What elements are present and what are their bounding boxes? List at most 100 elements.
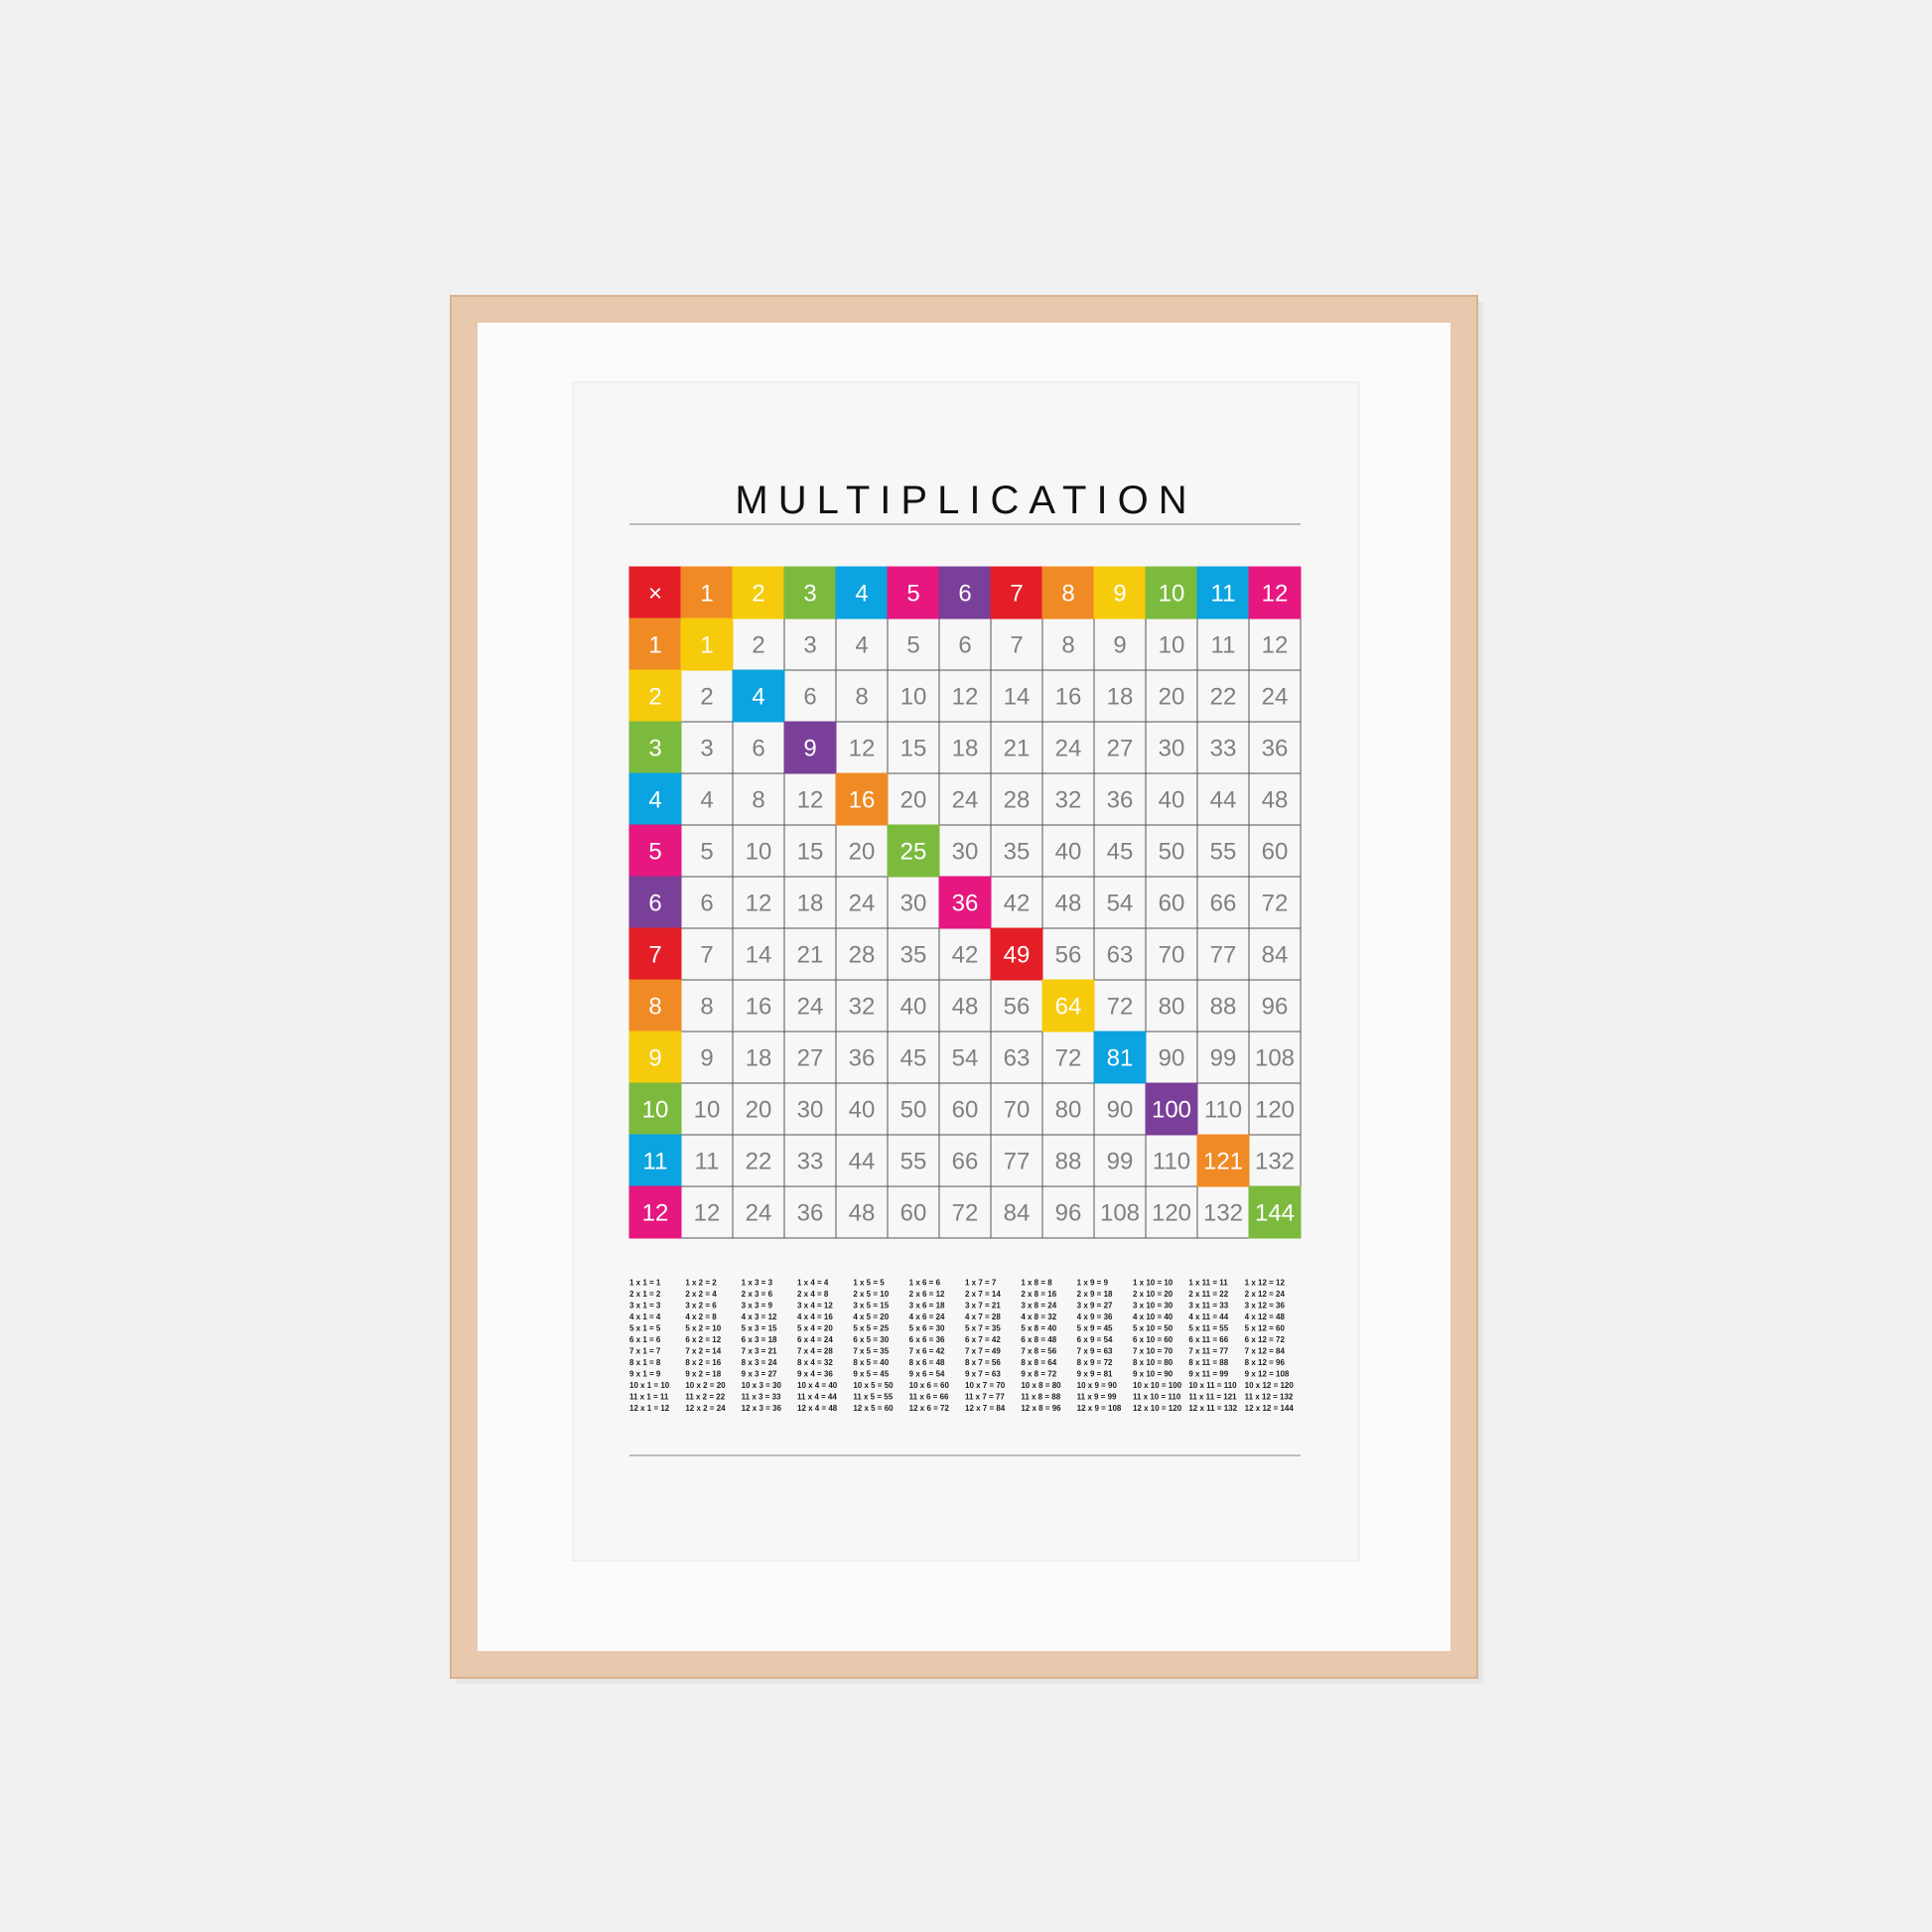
cell <box>938 669 992 723</box>
fact: 3 x 12 = 36 <box>1245 1302 1286 1311</box>
cell-value: 36 <box>1107 787 1134 814</box>
cell-value: 60 <box>1262 839 1289 866</box>
colored-cell <box>732 566 785 620</box>
fact: 3 x 3 = 9 <box>742 1302 773 1311</box>
cell <box>835 876 889 929</box>
cell-value: 9 <box>1113 581 1126 608</box>
cell <box>1196 927 1250 981</box>
cell-value: 18 <box>1107 684 1134 711</box>
cell <box>835 1185 889 1239</box>
fact: 4 x 10 = 40 <box>1133 1312 1173 1321</box>
cell <box>783 824 837 878</box>
cell <box>732 927 785 981</box>
cell-value: 84 <box>1262 942 1289 969</box>
fact: 9 x 9 = 81 <box>1077 1370 1113 1379</box>
fact: 2 x 8 = 16 <box>1021 1290 1056 1299</box>
cell <box>1248 979 1302 1033</box>
colored-cell <box>732 669 785 723</box>
cell-value: 24 <box>797 994 824 1021</box>
fact: 10 x 6 = 60 <box>909 1381 950 1390</box>
fact: 12 x 9 = 108 <box>1077 1404 1122 1413</box>
cell-value: 8 <box>648 994 661 1021</box>
cell-value: 7 <box>1010 581 1023 608</box>
cell-value: 15 <box>900 736 927 762</box>
cell-value: × <box>648 581 662 608</box>
cell <box>1196 824 1250 878</box>
cell-value: 14 <box>1004 684 1031 711</box>
cell-value: 132 <box>1203 1200 1243 1227</box>
fact: 3 x 4 = 12 <box>797 1302 833 1311</box>
cell-value: 8 <box>855 684 868 711</box>
colored-cell <box>1093 566 1147 620</box>
fact: 12 x 2 = 24 <box>685 1404 726 1413</box>
cell-value: 27 <box>797 1045 824 1072</box>
fact: 11 x 4 = 44 <box>797 1393 837 1402</box>
fact: 10 x 4 = 40 <box>797 1381 838 1390</box>
cell-value: 10 <box>694 1097 721 1124</box>
cell-value: 11 <box>1211 632 1236 659</box>
colored-cell <box>680 566 734 620</box>
cell <box>783 618 837 671</box>
fact: 9 x 7 = 63 <box>965 1370 1001 1379</box>
fact: 3 x 10 = 30 <box>1133 1302 1173 1311</box>
colored-cell <box>1145 1082 1198 1136</box>
fact: 10 x 3 = 30 <box>742 1381 782 1390</box>
fact: 6 x 7 = 42 <box>965 1335 1001 1344</box>
cell-value: 49 <box>1004 942 1031 969</box>
fact: 7 x 9 = 63 <box>1077 1347 1113 1356</box>
cell-value: 99 <box>1210 1045 1237 1072</box>
fact: 8 x 2 = 16 <box>685 1358 721 1367</box>
cell <box>938 1185 992 1239</box>
fact: 4 x 5 = 20 <box>853 1312 889 1321</box>
cell <box>732 1134 785 1187</box>
cell <box>1093 1185 1147 1239</box>
colored-cell <box>628 979 682 1033</box>
fact: 12 x 4 = 48 <box>797 1404 838 1413</box>
cell <box>1041 618 1095 671</box>
cell-value: 12 <box>694 1200 721 1227</box>
colored-cell <box>1093 1031 1147 1084</box>
fact: 5 x 5 = 25 <box>853 1324 889 1333</box>
fact: 11 x 8 = 88 <box>1021 1393 1060 1402</box>
fact: 10 x 5 = 50 <box>853 1381 894 1390</box>
cell-value: 66 <box>952 1149 979 1175</box>
fact: 7 x 12 = 84 <box>1245 1347 1286 1356</box>
cell-value: 21 <box>797 942 824 969</box>
cell-value: 20 <box>1159 684 1185 711</box>
cell-value: 12 <box>746 891 772 917</box>
fact: 6 x 8 = 48 <box>1021 1335 1056 1344</box>
fact: 3 x 6 = 18 <box>909 1302 945 1311</box>
colored-cell <box>628 721 682 774</box>
cell-value: 11 <box>1211 581 1236 608</box>
cell-value: 22 <box>1210 684 1237 711</box>
fact: 4 x 1 = 4 <box>629 1312 661 1321</box>
cell-value: 36 <box>797 1200 824 1227</box>
cell-value: 2 <box>752 632 764 659</box>
colored-cell <box>1196 566 1250 620</box>
fact: 2 x 3 = 6 <box>742 1290 773 1299</box>
cell <box>990 1082 1043 1136</box>
cell-value: 90 <box>1159 1045 1185 1072</box>
cell-value: 36 <box>952 891 979 917</box>
fact: 9 x 8 = 72 <box>1021 1370 1056 1379</box>
table: 2 3 4 5 6 7 8 9 10 11 122 6 8 10 12 14 16 18 20 22 243 6 12 15 1… <box>628 566 1302 1239</box>
cell-value: 8 <box>1061 632 1074 659</box>
cell <box>835 1031 889 1084</box>
cell-value: 40 <box>849 1097 876 1124</box>
cell-value: 90 <box>1107 1097 1134 1124</box>
cell-value: 9 <box>1113 632 1126 659</box>
cell <box>938 1031 992 1084</box>
cell-value: 36 <box>849 1045 876 1072</box>
fact: 3 x 11 = 33 <box>1188 1302 1228 1311</box>
cell <box>1093 618 1147 671</box>
cell-value: 2 <box>700 684 713 711</box>
fact: 3 x 5 = 15 <box>853 1302 889 1311</box>
cell <box>938 721 992 774</box>
cell-value: 21 <box>1004 736 1031 762</box>
fact: 4 x 3 = 12 <box>742 1312 777 1321</box>
fact: 11 x 7 = 77 <box>965 1393 1005 1402</box>
fact: 4 x 9 = 36 <box>1077 1312 1113 1321</box>
fact: 5 x 12 = 60 <box>1245 1324 1286 1333</box>
fact: 12 x 3 = 36 <box>742 1404 782 1413</box>
fact: 1 x 7 = 7 <box>965 1279 997 1288</box>
